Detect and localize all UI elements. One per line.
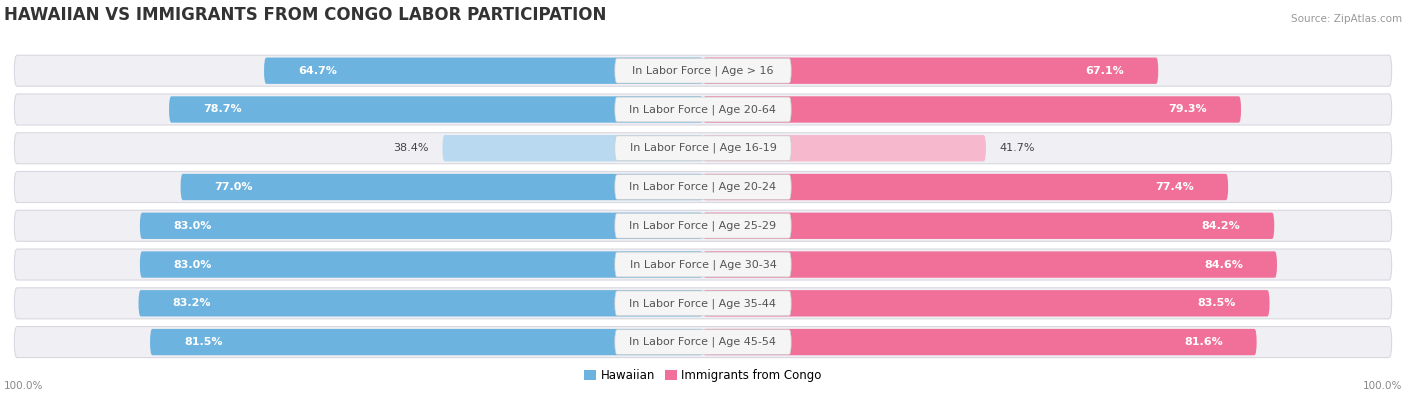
Text: 67.1%: 67.1% xyxy=(1085,66,1125,76)
Text: 77.4%: 77.4% xyxy=(1156,182,1194,192)
FancyBboxPatch shape xyxy=(14,133,1392,164)
Text: In Labor Force | Age 20-24: In Labor Force | Age 20-24 xyxy=(630,182,776,192)
FancyBboxPatch shape xyxy=(14,288,1392,319)
FancyBboxPatch shape xyxy=(14,171,1392,203)
Text: 41.7%: 41.7% xyxy=(1000,143,1035,153)
FancyBboxPatch shape xyxy=(703,329,1257,355)
FancyBboxPatch shape xyxy=(703,135,986,162)
FancyBboxPatch shape xyxy=(139,213,703,239)
Text: In Labor Force | Age 30-34: In Labor Force | Age 30-34 xyxy=(630,259,776,270)
FancyBboxPatch shape xyxy=(14,94,1392,125)
Text: 79.3%: 79.3% xyxy=(1168,104,1208,115)
FancyBboxPatch shape xyxy=(614,252,792,277)
Text: Source: ZipAtlas.com: Source: ZipAtlas.com xyxy=(1291,14,1402,24)
Text: 83.5%: 83.5% xyxy=(1198,298,1236,308)
Text: 38.4%: 38.4% xyxy=(394,143,429,153)
FancyBboxPatch shape xyxy=(703,58,1159,84)
FancyBboxPatch shape xyxy=(180,174,703,200)
FancyBboxPatch shape xyxy=(614,136,792,161)
Text: 64.7%: 64.7% xyxy=(298,66,337,76)
Text: 83.0%: 83.0% xyxy=(174,260,212,269)
FancyBboxPatch shape xyxy=(614,330,792,354)
Text: In Labor Force | Age 45-54: In Labor Force | Age 45-54 xyxy=(630,337,776,347)
Legend: Hawaiian, Immigrants from Congo: Hawaiian, Immigrants from Congo xyxy=(585,369,821,382)
FancyBboxPatch shape xyxy=(150,329,703,355)
Text: 100.0%: 100.0% xyxy=(4,381,44,391)
FancyBboxPatch shape xyxy=(614,97,792,122)
Text: HAWAIIAN VS IMMIGRANTS FROM CONGO LABOR PARTICIPATION: HAWAIIAN VS IMMIGRANTS FROM CONGO LABOR … xyxy=(4,6,606,24)
Text: In Labor Force | Age 20-64: In Labor Force | Age 20-64 xyxy=(630,104,776,115)
FancyBboxPatch shape xyxy=(139,251,703,278)
Text: 77.0%: 77.0% xyxy=(215,182,253,192)
Text: 84.2%: 84.2% xyxy=(1202,221,1240,231)
FancyBboxPatch shape xyxy=(703,96,1241,123)
FancyBboxPatch shape xyxy=(614,291,792,316)
Text: In Labor Force | Age 16-19: In Labor Force | Age 16-19 xyxy=(630,143,776,154)
FancyBboxPatch shape xyxy=(614,175,792,199)
FancyBboxPatch shape xyxy=(614,213,792,238)
FancyBboxPatch shape xyxy=(169,96,703,123)
Text: 83.2%: 83.2% xyxy=(173,298,211,308)
FancyBboxPatch shape xyxy=(443,135,703,162)
FancyBboxPatch shape xyxy=(139,290,703,316)
FancyBboxPatch shape xyxy=(264,58,703,84)
Text: 81.6%: 81.6% xyxy=(1184,337,1223,347)
FancyBboxPatch shape xyxy=(14,210,1392,241)
Text: In Labor Force | Age 35-44: In Labor Force | Age 35-44 xyxy=(630,298,776,308)
Text: 78.7%: 78.7% xyxy=(202,104,242,115)
Text: 84.6%: 84.6% xyxy=(1204,260,1243,269)
Text: 83.0%: 83.0% xyxy=(174,221,212,231)
FancyBboxPatch shape xyxy=(703,251,1277,278)
FancyBboxPatch shape xyxy=(14,327,1392,357)
FancyBboxPatch shape xyxy=(703,174,1229,200)
Text: In Labor Force | Age > 16: In Labor Force | Age > 16 xyxy=(633,66,773,76)
Text: 100.0%: 100.0% xyxy=(1362,381,1402,391)
FancyBboxPatch shape xyxy=(614,58,792,83)
Text: In Labor Force | Age 25-29: In Labor Force | Age 25-29 xyxy=(630,220,776,231)
Text: 81.5%: 81.5% xyxy=(184,337,222,347)
FancyBboxPatch shape xyxy=(703,290,1270,316)
FancyBboxPatch shape xyxy=(14,55,1392,86)
FancyBboxPatch shape xyxy=(14,249,1392,280)
FancyBboxPatch shape xyxy=(703,213,1274,239)
